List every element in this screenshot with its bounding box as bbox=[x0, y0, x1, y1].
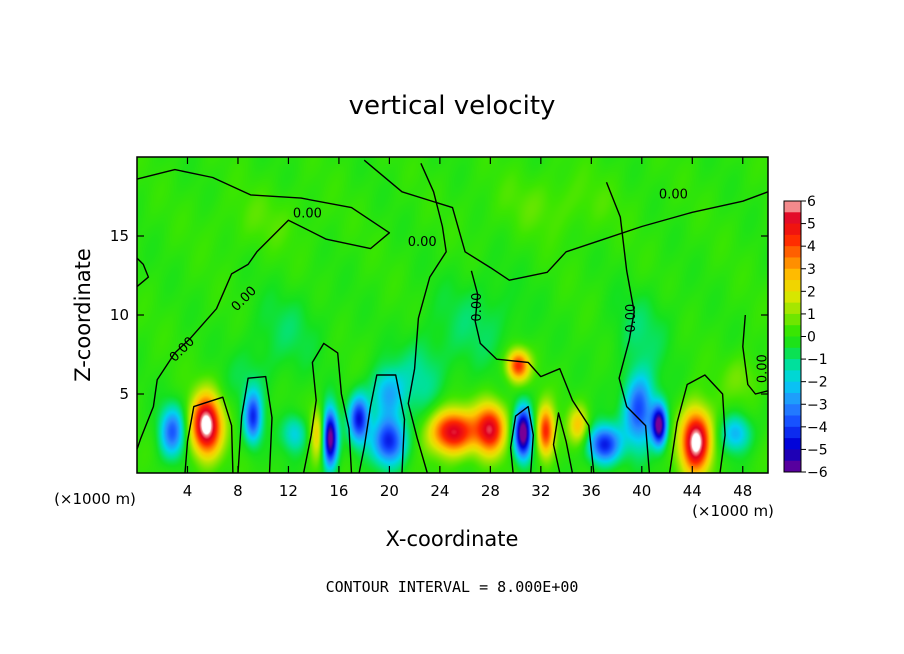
colorbar-swatch bbox=[784, 313, 801, 326]
colorbar-swatch bbox=[784, 449, 801, 462]
x-axis-label: X-coordinate bbox=[386, 527, 519, 551]
colorbar-tick-label: −5 bbox=[807, 442, 828, 458]
zero-contour-line bbox=[552, 412, 574, 474]
y-axis-label: Z-coordinate bbox=[71, 248, 95, 382]
colorbar-swatch bbox=[784, 426, 801, 439]
chart-title: vertical velocity bbox=[349, 91, 556, 121]
colorbar-tick-label: 4 bbox=[807, 239, 816, 255]
colorbar-tick-label: 1 bbox=[807, 307, 816, 323]
colorbar-swatch bbox=[784, 201, 801, 213]
zero-contour-line bbox=[237, 375, 273, 474]
x-axis-ticks: 4 8 12 16 20 24 28 32 36 40 44 48 bbox=[183, 157, 752, 500]
y-tick-label: 5 bbox=[119, 385, 129, 403]
contour-label: 0.00 bbox=[624, 304, 639, 333]
colorbar-tick-label: 3 bbox=[807, 262, 816, 278]
zero-contour-line bbox=[184, 396, 234, 474]
colorbar: 6 5 4 3 2 1 0 −1 −2 −3 −4 −5 −6 bbox=[783, 194, 828, 481]
zero-contour-line bbox=[136, 168, 391, 450]
colorbar-tick-label: −1 bbox=[807, 352, 828, 368]
colorbar-swatch bbox=[784, 291, 801, 304]
colorbar-swatch bbox=[784, 223, 801, 236]
colorbar-swatch bbox=[784, 212, 801, 225]
x-tick-label: 36 bbox=[582, 482, 601, 500]
colorbar-swatch bbox=[784, 257, 801, 270]
zero-contour-line bbox=[668, 374, 726, 474]
colorbar-tick-label: −4 bbox=[807, 420, 828, 436]
x-unit-right: (×1000 m) bbox=[692, 502, 774, 520]
zero-contour-line bbox=[742, 314, 769, 395]
zero-contour-line bbox=[136, 257, 150, 288]
colorbar-swatch bbox=[784, 415, 801, 428]
x-unit-left: (×1000 m) bbox=[54, 490, 136, 508]
x-tick-label: 24 bbox=[430, 482, 449, 500]
colorbar-tick-label: −2 bbox=[807, 375, 828, 391]
colorbar-tick-label: 6 bbox=[807, 194, 816, 210]
colorbar-swatch bbox=[784, 460, 801, 473]
colorbar-swatch bbox=[784, 280, 801, 292]
colorbar-swatch bbox=[784, 381, 801, 394]
contour-label: 0.00 bbox=[659, 187, 688, 202]
colorbar-swatch bbox=[784, 438, 801, 450]
zero-contour-group bbox=[136, 159, 769, 474]
zero-contour-line bbox=[509, 405, 534, 474]
x-tick-label: 4 bbox=[183, 482, 193, 500]
x-tick-label: 28 bbox=[481, 482, 500, 500]
zero-contour-line bbox=[470, 270, 595, 474]
colorbar-swatch bbox=[784, 234, 801, 247]
colorbar-swatch bbox=[784, 336, 801, 349]
x-tick-label: 20 bbox=[380, 482, 399, 500]
colorbar-swatch bbox=[784, 359, 801, 371]
y-tick-label: 15 bbox=[110, 227, 129, 245]
colorbar-swatch bbox=[784, 246, 801, 258]
colorbar-swatch bbox=[784, 404, 801, 417]
colorbar-tick-label: 2 bbox=[807, 284, 816, 300]
zero-contour-line bbox=[358, 374, 406, 474]
y-axis-ticks: 5 10 15 bbox=[110, 227, 768, 403]
colorbar-swatch bbox=[784, 302, 801, 315]
x-tick-label: 16 bbox=[329, 482, 348, 500]
x-tick-label: 48 bbox=[733, 482, 752, 500]
colorbar-swatch bbox=[784, 392, 801, 405]
contour-label: 0.00 bbox=[756, 354, 771, 383]
x-tick-label: 40 bbox=[632, 482, 651, 500]
plot-area: 0.000.000.000.00 0.000.000.000.00 4 8 12 16 2… bbox=[110, 156, 771, 500]
x-tick-label: 8 bbox=[233, 482, 243, 500]
colorbar-swatch bbox=[784, 347, 801, 360]
contour-interval-note: CONTOUR INTERVAL = 8.000E+00 bbox=[326, 578, 579, 596]
contour-label: 0.00 bbox=[293, 206, 322, 221]
zero-contour-line bbox=[302, 342, 353, 474]
colorbar-tick-label: −6 bbox=[807, 465, 828, 481]
colorbar-swatch bbox=[784, 268, 801, 281]
zero-contour-line bbox=[407, 163, 447, 474]
colorbar-swatch bbox=[784, 325, 801, 337]
contour-label: 0.00 bbox=[408, 235, 437, 250]
zero-contour-line bbox=[363, 159, 769, 281]
y-tick-label: 10 bbox=[110, 306, 129, 324]
x-tick-label: 12 bbox=[279, 482, 298, 500]
x-tick-label: 44 bbox=[683, 482, 702, 500]
contour-label: 0.00 bbox=[470, 293, 485, 322]
x-tick-label: 32 bbox=[531, 482, 550, 500]
colorbar-tick-label: −3 bbox=[807, 397, 828, 413]
colorbar-tick-label: 0 bbox=[807, 330, 816, 346]
zero-contour-line bbox=[605, 182, 651, 474]
colorbar-tick-label: 5 bbox=[807, 217, 816, 233]
colorbar-swatch bbox=[784, 370, 801, 383]
